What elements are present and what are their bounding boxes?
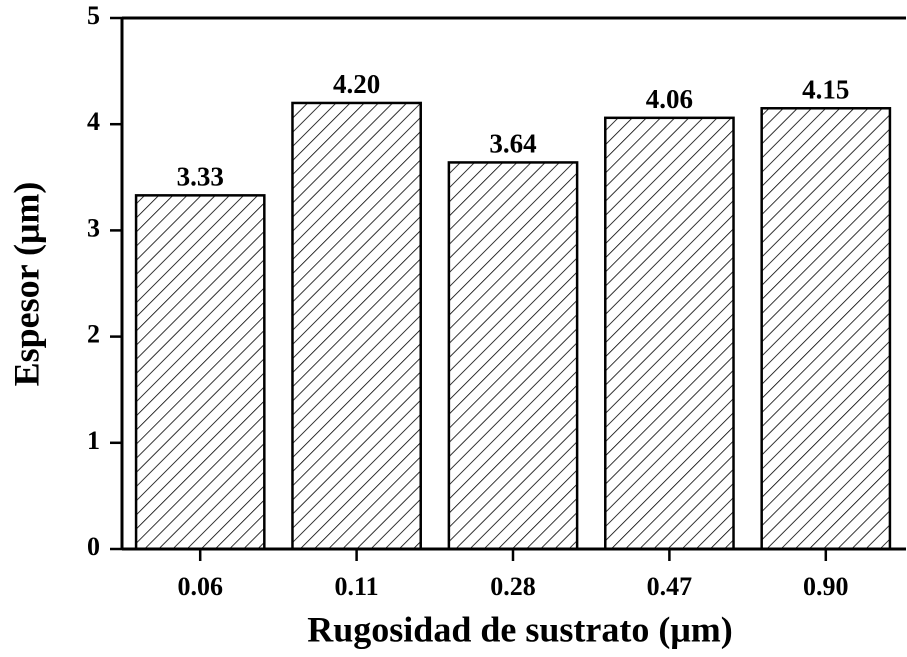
x-axis-title: Rugosidad de sustrato (μm): [307, 609, 732, 649]
y-tick-label: 2: [87, 320, 100, 349]
value-label: 4.15: [802, 74, 849, 104]
bar: [604, 116, 735, 551]
x-tick-label: 0.90: [803, 572, 849, 601]
bar: [291, 101, 422, 551]
y-tick-label: 5: [87, 1, 100, 30]
x-tick-label: 0.47: [647, 572, 693, 601]
value-label: 3.33: [177, 162, 224, 192]
bar: [447, 161, 579, 551]
value-label: 4.06: [646, 84, 693, 114]
x-tick-label: 0.28: [490, 572, 536, 601]
value-label: 3.64: [489, 129, 536, 159]
y-tick-label: 1: [87, 426, 100, 455]
y-tick-label: 4: [87, 107, 100, 136]
bar: [760, 107, 892, 551]
y-tick-label: 3: [87, 213, 100, 242]
x-tick-label: 0.11: [335, 572, 379, 601]
value-label: 4.20: [333, 69, 380, 99]
y-tick-label: 0: [87, 532, 100, 561]
bar: [134, 194, 266, 551]
x-tick-label: 0.06: [177, 572, 223, 601]
y-axis-title: Espesor (μm): [6, 182, 46, 387]
